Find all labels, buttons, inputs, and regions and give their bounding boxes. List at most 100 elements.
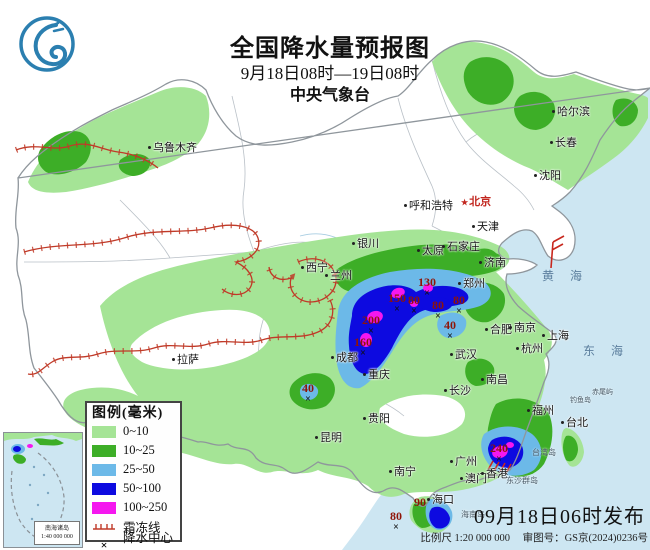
precip-center-2: 80 × xyxy=(408,293,420,317)
center-x-icon: × xyxy=(100,538,108,550)
city-dot xyxy=(363,373,366,376)
city-label-xining: 西宁 xyxy=(301,263,328,274)
city-dot xyxy=(481,472,484,475)
agency-name: 中央气象台 xyxy=(289,87,370,104)
title-block: 全国降水量预报图 9月18日08时—19日08时 中央气象台 xyxy=(175,36,485,106)
city-dot xyxy=(325,274,328,277)
city-dot xyxy=(172,358,175,361)
cma-logo xyxy=(19,16,75,72)
city-label-hohhot: 呼和浩特 xyxy=(404,201,453,212)
center-x-icon: × xyxy=(368,326,374,337)
legend-box: 图例(毫米) 0~10 10~25 25~50 50~100 100~250 霜… xyxy=(85,401,182,550)
city-label-shijiazhuang: 石家庄 xyxy=(442,242,480,253)
precip-center-0: 130 × xyxy=(418,275,436,299)
legend-item-10-25: 10~25 xyxy=(92,441,180,460)
city-label-chongqing: 重庆 xyxy=(363,370,390,381)
city-label-urumqi: 乌鲁木齐 xyxy=(148,143,197,154)
city-label-macau: 澳门 xyxy=(460,474,487,485)
capital-star-icon: ★ xyxy=(461,198,469,207)
precip-center-1: 150 × xyxy=(388,291,406,315)
city-dot xyxy=(427,498,430,501)
city-dot xyxy=(444,389,447,392)
precip-center-11: 80 × xyxy=(390,509,402,533)
city-dot xyxy=(352,242,355,245)
precip-center-6: 160 × xyxy=(354,335,372,359)
island-label-hainan: 海南岛 xyxy=(461,510,485,519)
city-label-lanzhou: 兰州 xyxy=(325,271,352,282)
rain-10-25-areas xyxy=(38,57,638,528)
legend-item-100-250: 100~250 xyxy=(92,498,180,517)
city-label-beijing: ★北京 xyxy=(461,196,492,208)
city-dot xyxy=(542,334,545,337)
map-approval-number: 审图号：GS京(2024)0236号 xyxy=(522,533,648,544)
city-dot xyxy=(516,347,519,350)
center-x-icon: × xyxy=(394,304,400,315)
inset-label-box: 南海诸岛 1:40 000 000 xyxy=(34,521,80,545)
city-label-nanjing: 南京 xyxy=(509,323,536,334)
city-label-guiyang: 贵阳 xyxy=(363,414,390,425)
city-dot xyxy=(552,110,555,113)
city-dot xyxy=(460,477,463,480)
city-label-nanning: 南宁 xyxy=(389,467,416,478)
city-label-jinan: 济南 xyxy=(479,258,506,269)
city-label-zhengzhou: 郑州 xyxy=(458,279,485,290)
precip-center-9: 240 × xyxy=(490,441,508,465)
city-dot xyxy=(442,245,445,248)
center-x-icon: × xyxy=(411,306,417,317)
city-label-hongkong: 香港 xyxy=(481,469,508,480)
city-label-harbin: 哈尔滨 xyxy=(552,107,590,118)
city-label-chengdu: 成都 xyxy=(331,353,358,364)
city-dot xyxy=(389,470,392,473)
rain-50-100-areas xyxy=(348,285,524,529)
city-label-taipei: 台北 xyxy=(561,418,588,429)
city-label-lhasa: 拉萨 xyxy=(172,355,199,366)
city-dot xyxy=(363,417,366,420)
city-dot xyxy=(417,249,420,252)
city-label-tianjin: 天津 xyxy=(472,222,499,233)
city-dot xyxy=(534,174,537,177)
city-dot xyxy=(450,353,453,356)
precip-center-4: 80 × xyxy=(453,293,465,317)
map-meta-line: 比例尺 1:20 000 000 审图号：GS京(2024)0236号 xyxy=(408,530,648,545)
city-dot xyxy=(527,409,530,412)
frost-line xyxy=(14,141,339,378)
inset-title: 南海诸岛 xyxy=(44,526,69,532)
china-border xyxy=(14,40,650,507)
city-dot xyxy=(301,266,304,269)
city-label-yinchuan: 银川 xyxy=(352,239,379,250)
precip-center-8: 40 × xyxy=(302,381,314,405)
map-title: 全国降水量预报图 xyxy=(230,36,430,62)
sea-label-east-sea: 东 海 xyxy=(583,344,626,358)
precip-center-10: 90 xyxy=(414,495,426,509)
city-label-changchun: 长春 xyxy=(550,138,577,149)
island-label-diaoyu: 钓鱼岛 xyxy=(570,396,591,404)
city-dot xyxy=(404,204,407,207)
city-label-wuhan: 武汉 xyxy=(450,350,477,361)
city-label-shenyang: 沈阳 xyxy=(534,171,561,182)
city-label-guangzhou: 广州 xyxy=(450,457,477,468)
wind-barb-icon xyxy=(550,235,565,269)
center-x-icon: × xyxy=(393,522,399,533)
legend-item-25-50: 25~50 xyxy=(92,460,180,479)
center-x-icon: × xyxy=(360,348,366,359)
city-label-taiyuan: 太原 xyxy=(417,246,444,257)
precip-center-5: 200 × xyxy=(362,313,380,337)
legend-item-center-value: × 降水中心值 xyxy=(92,531,180,550)
city-dot xyxy=(450,460,453,463)
city-dot xyxy=(148,146,151,149)
release-time: 09月18日06时发布 xyxy=(474,506,645,528)
map-valid-period: 9月18日08时—19日08时 xyxy=(240,64,420,83)
city-label-haikou: 海口 xyxy=(427,495,454,506)
center-x-icon: × xyxy=(496,454,502,465)
center-x-icon: × xyxy=(424,288,430,299)
city-label-changsha: 长沙 xyxy=(444,386,471,397)
city-dot xyxy=(479,261,482,264)
city-dot xyxy=(550,141,553,144)
legend-swatch-0-10 xyxy=(92,425,116,438)
south-china-sea-inset: 南海诸岛 1:40 000 000 xyxy=(3,432,83,548)
city-label-nanchang: 南昌 xyxy=(481,375,508,386)
typhoon-hatch-icon xyxy=(487,460,512,474)
city-dot xyxy=(315,436,318,439)
sea-label-yellow-sea: 黄 海 xyxy=(542,269,585,283)
city-label-shanghai: 上海 xyxy=(542,331,569,342)
